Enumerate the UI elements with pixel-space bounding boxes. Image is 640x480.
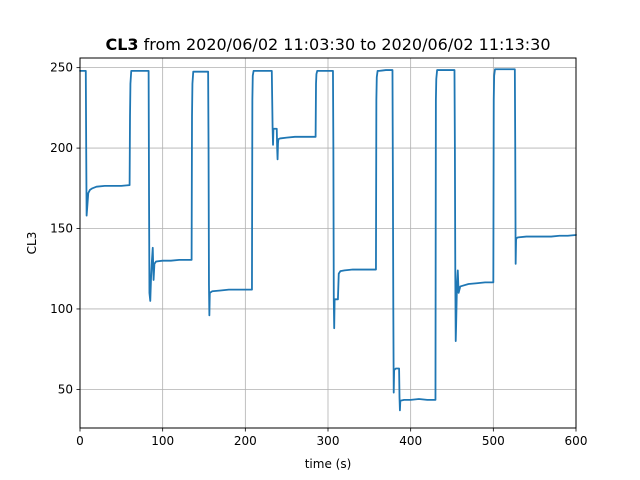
y-axis-ticks: 50 100 150 200 250 — [50, 61, 80, 396]
y-tick-label: 200 — [50, 141, 73, 155]
y-tick-label: 250 — [50, 61, 73, 75]
y-tick-label: 150 — [50, 222, 73, 236]
x-tick-label: 300 — [317, 434, 340, 448]
y-tick-label: 50 — [58, 382, 73, 396]
x-tick-label: 0 — [76, 434, 84, 448]
y-axis-label: CL3 — [25, 232, 39, 255]
x-tick-label: 600 — [565, 434, 588, 448]
series-layer — [79, 68, 577, 412]
y-tick-label: 100 — [50, 302, 73, 316]
x-tick-label: 500 — [482, 434, 505, 448]
x-tick-label: 400 — [399, 434, 422, 448]
series-line-1 — [79, 68, 577, 412]
chart-title-bold: CL3 — [105, 35, 138, 54]
chart-title-rest: from 2020/06/02 11:03:30 to 2020/06/02 1… — [139, 35, 551, 54]
x-axis-label: time (s) — [305, 457, 352, 471]
x-tick-label: 100 — [151, 434, 174, 448]
x-tick-label: 200 — [234, 434, 257, 448]
chart-title: CL3 from 2020/06/02 11:03:30 to 2020/06/… — [105, 35, 550, 54]
x-axis-ticks: 0 100 200 300 400 500 600 — [76, 428, 587, 448]
